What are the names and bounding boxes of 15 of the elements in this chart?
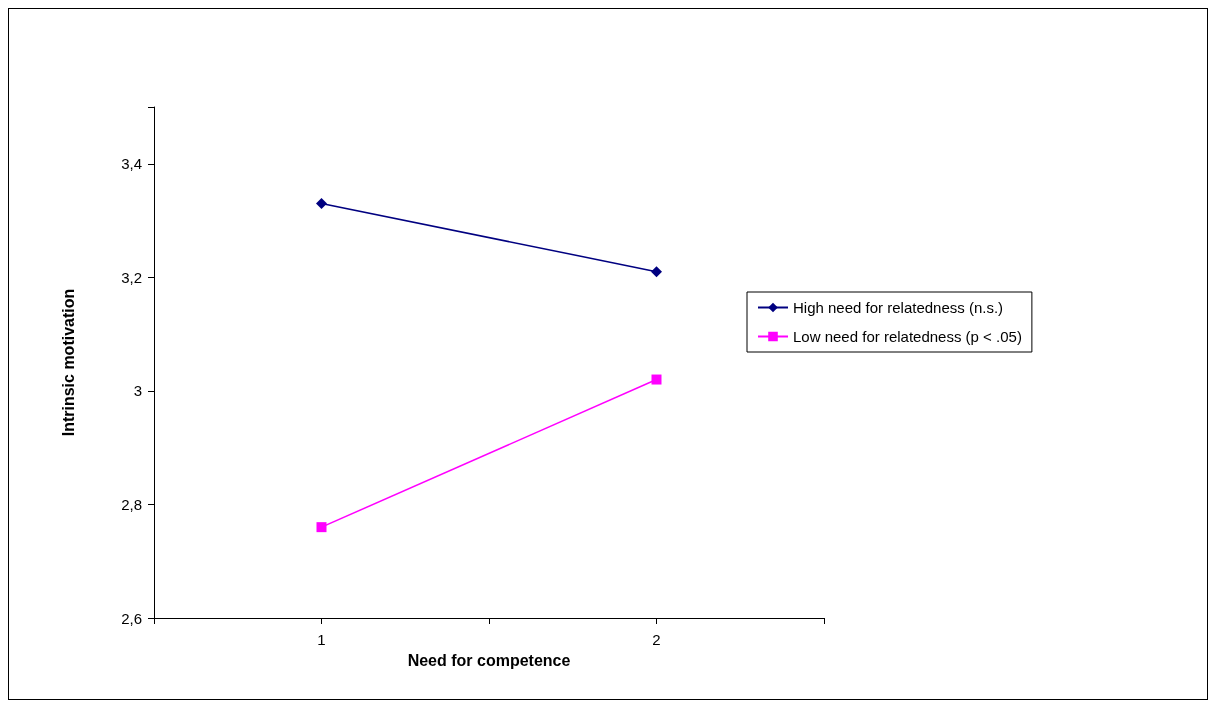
x-tick-label: 2 — [652, 631, 661, 648]
y-tick-label: 3,4 — [121, 155, 142, 173]
y-tick-label: 2,8 — [121, 495, 142, 513]
point — [316, 522, 327, 533]
legend-label: High need for relatedness (n.s.) — [793, 299, 1004, 316]
legend-label: Low need for relatedness (p < .05) — [793, 328, 1022, 345]
x-axis-title: Need for competence — [407, 651, 571, 669]
y-axis-title: Intrinsic motivation — [59, 288, 77, 437]
point — [651, 266, 662, 278]
y-tick-label: 3,2 — [121, 268, 142, 286]
x-tick-label: 1 — [317, 631, 326, 648]
y-tick-label: 2,6 — [121, 609, 142, 627]
point — [651, 374, 662, 385]
y-tick-label: 3 — [133, 382, 142, 400]
point — [316, 198, 327, 210]
